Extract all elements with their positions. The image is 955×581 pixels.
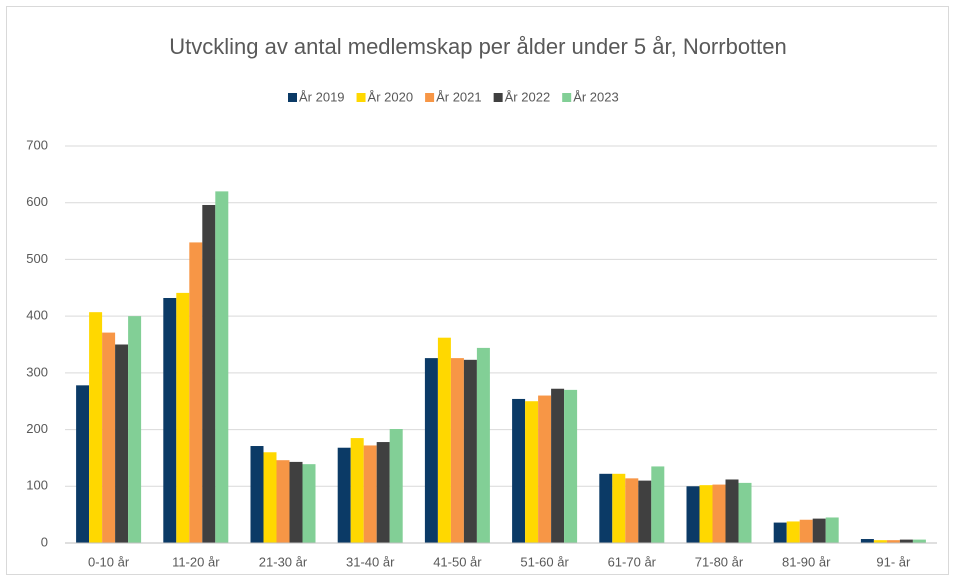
x-tick-label: 0-10 år (88, 554, 130, 569)
legend-label: År 2019 (299, 89, 345, 104)
bar (389, 429, 403, 543)
bar (128, 316, 142, 543)
bar (202, 204, 216, 544)
x-tick-label: 31-40 år (346, 554, 395, 569)
legend-swatch (425, 93, 435, 102)
x-tick-label: 11-20 år (172, 554, 220, 569)
legend-label: År 2020 (368, 89, 414, 104)
bar (512, 398, 526, 543)
bar (564, 389, 578, 543)
bar (712, 484, 726, 543)
bar (276, 460, 290, 543)
bar (886, 540, 900, 543)
y-tick-label: 400 (26, 308, 48, 323)
bar (263, 452, 277, 543)
bar (699, 485, 713, 543)
bar (302, 464, 316, 543)
legend-swatch (493, 93, 503, 102)
y-tick-label: 700 (26, 137, 48, 152)
bar (738, 482, 752, 543)
y-tick-label: 500 (26, 251, 48, 266)
bar (638, 480, 652, 543)
x-tick-label: 71-80 år (695, 554, 744, 569)
y-tick-label: 600 (26, 194, 48, 209)
bar (799, 519, 813, 543)
bar (437, 337, 451, 543)
bar (424, 358, 438, 543)
bar (476, 347, 490, 543)
legend-label: År 2023 (573, 89, 619, 104)
bar (773, 522, 787, 543)
legend-swatch (288, 93, 297, 102)
x-tick-label: 91- år (876, 554, 911, 569)
bar (786, 521, 800, 543)
x-tick-label: 51-60 år (520, 554, 569, 569)
y-tick-label: 200 (26, 421, 48, 436)
bar (912, 539, 926, 543)
bar (350, 438, 364, 543)
bar (163, 297, 177, 543)
legend-swatch (356, 93, 366, 102)
y-tick-label: 100 (26, 478, 48, 493)
legend-swatch (562, 93, 572, 102)
bar (899, 539, 913, 543)
bar (176, 292, 190, 543)
bar (525, 401, 539, 543)
bar (215, 191, 229, 543)
bar (551, 388, 565, 543)
legend-label: År 2022 (505, 89, 551, 104)
bar (250, 446, 264, 543)
bar (686, 486, 700, 543)
bar (189, 242, 203, 543)
bar (76, 385, 90, 543)
x-tick-label: 81-90 år (782, 554, 831, 569)
bar (725, 479, 739, 543)
bar (363, 445, 377, 543)
x-tick-label: 41-50 år (433, 554, 482, 569)
bar (873, 540, 887, 543)
bar (450, 358, 464, 543)
x-tick-label: 61-70 år (608, 554, 657, 569)
bar (102, 332, 116, 543)
y-tick-label: 0 (41, 534, 48, 549)
bar (89, 312, 103, 543)
bar (289, 461, 303, 543)
bar (612, 473, 626, 543)
legend-label: År 2021 (436, 89, 482, 104)
bar (538, 395, 552, 543)
bar (812, 518, 826, 543)
bar (115, 344, 129, 543)
bar (625, 478, 639, 543)
bar (337, 447, 351, 543)
bar (651, 466, 665, 543)
bar (825, 517, 839, 543)
bar (463, 359, 477, 543)
x-tick-label: 21-30 år (259, 554, 308, 569)
chart-title: Utvckling av antal medlemskap per ålder … (169, 34, 787, 59)
bar (376, 442, 390, 543)
bar (860, 539, 874, 543)
y-tick-label: 300 (26, 364, 48, 379)
bar (599, 473, 613, 543)
